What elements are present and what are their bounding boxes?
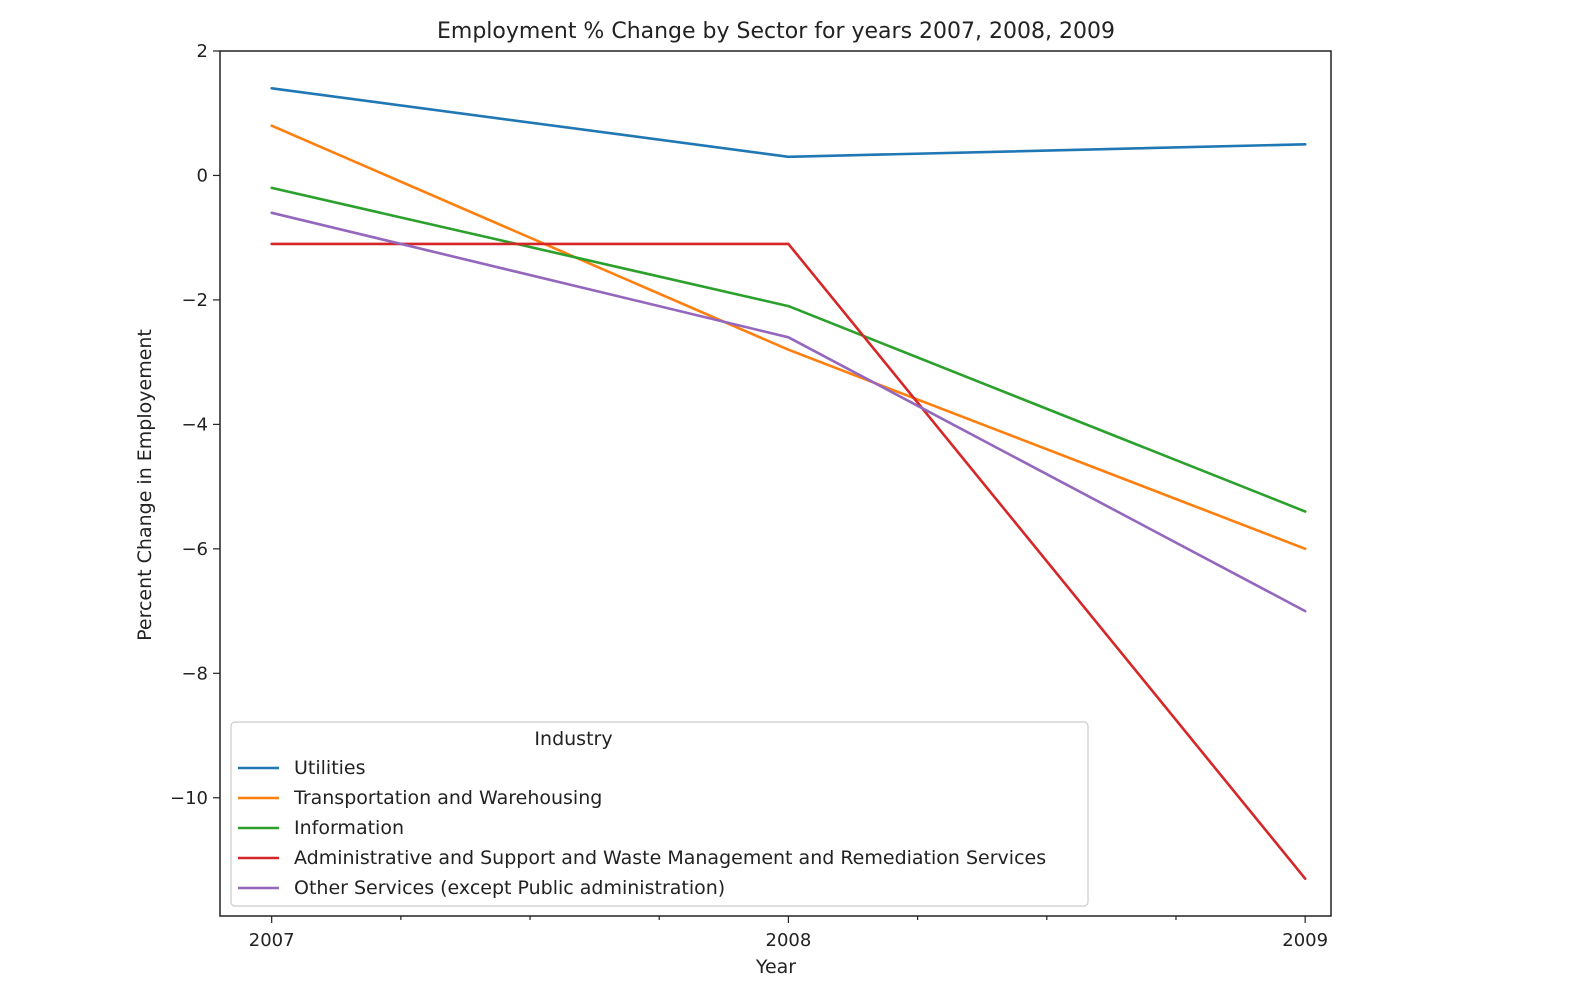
series-line-2 <box>270 186 1307 513</box>
x-tick-label: 2007 <box>249 930 295 951</box>
y-tick-label: −10 <box>170 788 208 809</box>
legend-entry-3: Administrative and Support and Waste Man… <box>294 847 1046 869</box>
legend-title: Industry <box>534 728 612 750</box>
y-tick-label: 0 <box>197 165 208 186</box>
series-line-0 <box>270 87 1307 159</box>
y-tick-label: −2 <box>181 290 208 311</box>
x-axis-ticks: 2007 2008 2009 <box>249 916 1328 951</box>
y-tick-label: −4 <box>181 414 208 435</box>
series-line-4 <box>270 211 1307 613</box>
series-lines <box>270 87 1307 881</box>
y-tick-label: −6 <box>181 539 208 560</box>
legend-entry-0: Utilities <box>294 757 366 779</box>
series-line-3 <box>270 242 1307 881</box>
legend-entry-1: Transportation and Warehousing <box>293 787 602 809</box>
x-axis-label: Year <box>755 956 796 978</box>
legend: Industry Utilities Transportation and Ware… <box>230 721 1089 907</box>
legend-entry-2: Information <box>294 817 404 839</box>
y-axis-ticks: 2 0 −2 −4 −6 −8 −10 <box>170 41 220 809</box>
y-tick-label: −8 <box>181 663 208 684</box>
y-tick-label: 2 <box>197 41 208 62</box>
legend-entry-4: Other Services (except Public administra… <box>294 877 725 899</box>
legend-box <box>230 721 1089 907</box>
chart-title: Employment % Change by Sector for years … <box>437 19 1115 44</box>
x-tick-label: 2008 <box>766 930 812 951</box>
y-axis-label: Percent Change in Employement <box>134 329 156 641</box>
series-line-1 <box>270 124 1307 551</box>
x-tick-label: 2009 <box>1282 930 1328 951</box>
